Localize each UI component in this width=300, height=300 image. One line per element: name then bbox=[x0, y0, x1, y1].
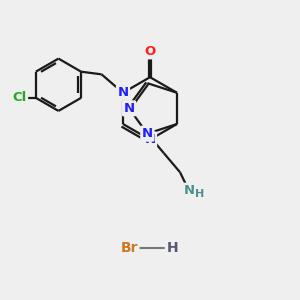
Text: N: N bbox=[123, 102, 135, 115]
Text: N: N bbox=[117, 86, 128, 99]
Text: N: N bbox=[144, 133, 156, 146]
Text: O: O bbox=[144, 45, 156, 58]
Text: H: H bbox=[195, 189, 204, 199]
Text: Br: Br bbox=[120, 241, 138, 255]
Text: H: H bbox=[167, 241, 178, 255]
Text: N: N bbox=[183, 184, 194, 197]
Text: Cl: Cl bbox=[12, 91, 27, 104]
Text: N: N bbox=[142, 127, 153, 140]
